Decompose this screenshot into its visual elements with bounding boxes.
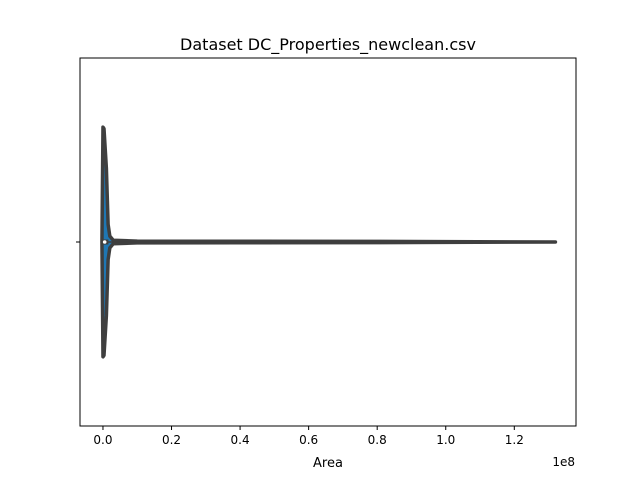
axis-ticks: 0.0 0.2 0.4 0.6 0.8 1.0 1.2 xyxy=(76,241,524,447)
plot-area xyxy=(79,57,577,427)
x-tick-label: 0.2 xyxy=(162,433,181,447)
x-axis-label: Area xyxy=(313,456,343,471)
violin-median-marker xyxy=(102,239,108,245)
chart-title: Dataset DC_Properties_newclean.csv xyxy=(180,35,476,55)
x-tick-label: 0.0 xyxy=(93,433,112,447)
x-tick-label: 0.4 xyxy=(231,433,250,447)
x-tick-label: 0.6 xyxy=(299,433,318,447)
x-axis-offset-label: 1e8 xyxy=(552,455,575,469)
x-tick-label: 1.2 xyxy=(505,433,524,447)
x-tick-label: 1.0 xyxy=(436,433,455,447)
x-tick-label: 0.8 xyxy=(368,433,387,447)
